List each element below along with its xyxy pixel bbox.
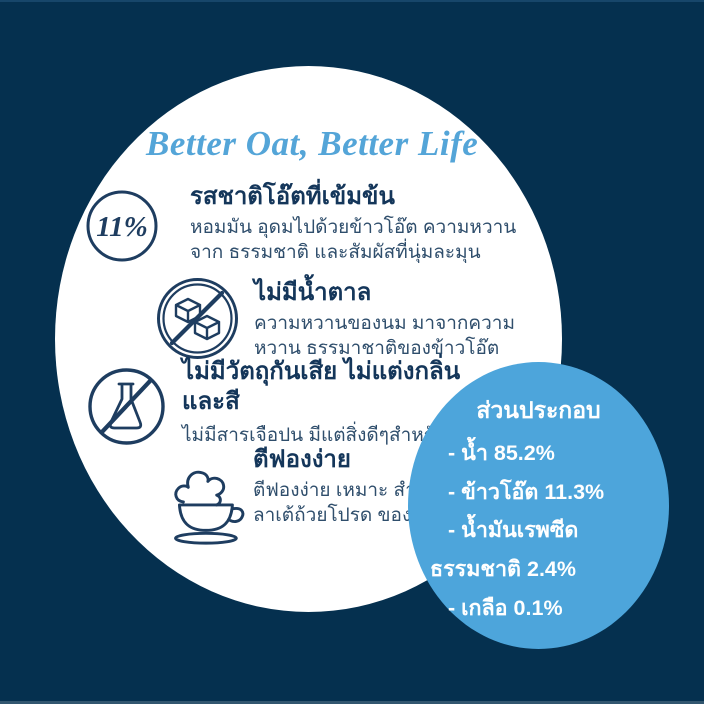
ingredient-item-oats: - ข้าวโอ๊ต 11.3% (448, 479, 605, 504)
feature-heading: ไม่มีน้ำตาล (254, 279, 372, 306)
ingredients-list: - น้ำ 85.2% - ข้าวโอ๊ต 11.3% - น้ำมันเรพ… (408, 434, 669, 627)
easy-froth-icon (149, 452, 255, 550)
feature-description: หอมมัน อุดมไปด้วยข้าวโอ๊ต ความหวานจาก ธร… (190, 216, 517, 264)
no-preservatives-icon (86, 366, 167, 447)
ingredient-item-rapeseed: - น้ำมันเรพซีดธรรมชาติ 2.4% (430, 518, 579, 582)
feature-description: ความหวานของนม มาจากความหวาน ธรรมาชาติของ… (254, 312, 515, 360)
feature-rich-oat-taste: รสชาติโอ๊ตที่เข้มข้น หอมมัน อุดมไปด้วยข้… (190, 182, 525, 266)
feature-no-additives: ไม่มีวัตถุกันเสีย ไม่แต่งกลิ่น และสี ไม่… (182, 357, 512, 448)
oat-content-11-percent-icon: 11% (84, 188, 160, 264)
feature-description: ตีฟองง่าย เหมาะ สำหรับลาเต้ถ้วยโปรด ของค… (253, 479, 451, 527)
ingredient-item-water: - น้ำ 85.2% (448, 441, 555, 465)
feature-heading: ตีฟองง่าย (253, 446, 351, 473)
feature-heading: ไม่มีวัตถุกันเสีย ไม่แต่งกลิ่น และสี (182, 358, 461, 415)
no-sugar-icon (155, 276, 240, 361)
ingredients-circle (408, 362, 669, 649)
feature-easy-froth: ตีฟองง่าย ตีฟองง่าย เหมาะ สำหรับลาเต้ถ้ว… (253, 445, 471, 529)
oat-percent-badge: 11% (96, 211, 148, 243)
bottom-edge-strip (0, 701, 704, 704)
feature-heading: รสชาติโอ๊ตที่เข้มข้น (190, 183, 395, 210)
ingredients-panel: ส่วนประกอบ - น้ำ 85.2% - ข้าวโอ๊ต 11.3% … (408, 362, 669, 649)
top-edge-strip (0, 0, 704, 2)
ingredients-title: ส่วนประกอบ (476, 397, 601, 423)
ingredient-item-salt: - เกลือ 0.1% (448, 595, 563, 620)
poster-title: Better Oat, Better Life (146, 124, 479, 163)
feature-description: ไม่มีสารเจือปน มีแต่สิ่งดีๆสำหรับคุณ (182, 424, 477, 446)
feature-no-sugar: ไม่มีน้ำตาล ความหวานของนม มาจากความหวาน … (254, 278, 546, 362)
